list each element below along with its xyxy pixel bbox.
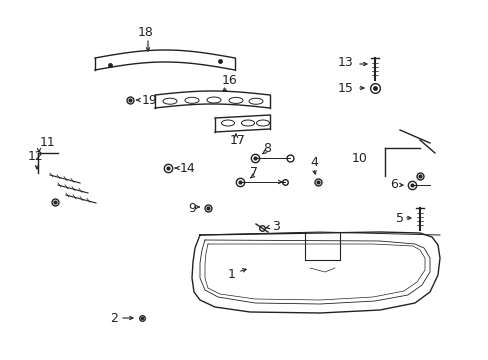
Text: 17: 17 [229,134,245,147]
Text: 5: 5 [395,211,403,225]
Text: 4: 4 [309,157,317,170]
Text: 10: 10 [351,152,367,165]
Text: 2: 2 [110,311,118,324]
Text: 19: 19 [142,94,158,107]
Text: 13: 13 [337,55,353,68]
Text: 6: 6 [389,179,397,192]
Text: 18: 18 [138,26,154,39]
Text: 15: 15 [337,81,353,94]
Text: 11: 11 [40,135,56,148]
Text: 8: 8 [263,141,270,154]
Text: 7: 7 [249,166,258,179]
Text: 12: 12 [28,150,43,163]
Text: 3: 3 [271,220,279,233]
Text: 1: 1 [227,269,235,282]
Text: 9: 9 [187,202,196,215]
Text: 14: 14 [180,162,195,175]
Text: 16: 16 [222,73,237,86]
